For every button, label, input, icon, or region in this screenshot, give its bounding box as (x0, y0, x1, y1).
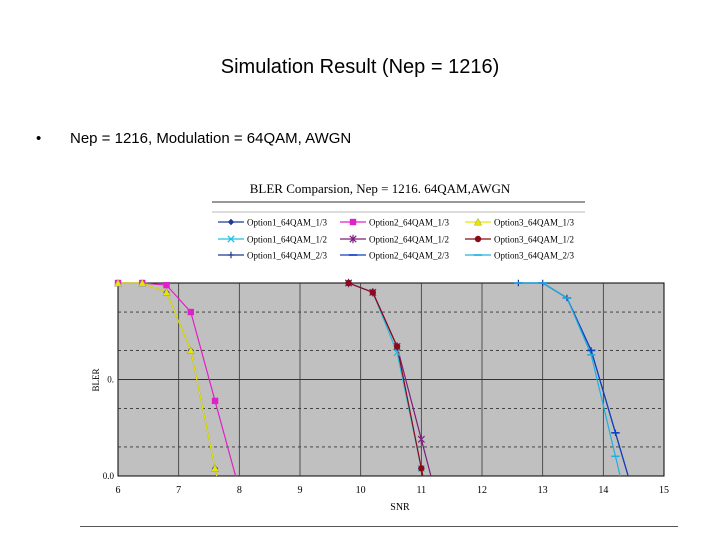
y-tick-label: 0.0 (103, 471, 115, 481)
legend-label: Option3_64QAM_1/3 (494, 218, 575, 228)
legend-marker (473, 217, 483, 226)
y-tick-label: 0. (107, 375, 114, 385)
legend-label: Option2_64QAM_2/3 (369, 251, 450, 261)
data-point (163, 281, 170, 289)
x-tick-label: 7 (176, 485, 181, 496)
data-point (393, 348, 401, 357)
data-point (187, 308, 194, 316)
legend-marker (349, 218, 357, 226)
bullet-item: • Nep = 1216, Modulation = 64QAM, AWGN (36, 130, 351, 147)
legend-marker (349, 234, 357, 244)
series-markers (113, 278, 620, 473)
data-point (162, 288, 171, 296)
data-point (393, 343, 401, 350)
x-axis-ticks: 6 7 8 9 10 11 12 13 14 15 (116, 485, 670, 496)
x-tick-label: 13 (538, 485, 548, 496)
data-point (345, 279, 352, 287)
legend-marker (227, 218, 235, 226)
x-tick-label: 9 (298, 485, 303, 496)
legend-label: Option2_64QAM_1/3 (369, 218, 450, 228)
data-point (186, 346, 195, 354)
chart-legend: Option1_64QAM_1/3 Option2_64QAM_1/3 Option… (212, 211, 585, 261)
x-tick-label: 10 (356, 485, 366, 496)
slide-title: Simulation Result (Nep = 1216) (220, 56, 500, 78)
x-tick-label: 11 (417, 485, 427, 496)
data-point (369, 289, 376, 296)
legend-label: Option3_64QAM_1/2 (494, 235, 574, 245)
legend-marker (227, 235, 235, 243)
x-tick-label: 8 (237, 485, 242, 496)
x-tick-label: 6 (116, 485, 121, 496)
y-axis-ticks: 0. 0.0 (103, 375, 115, 482)
legend-label: Option1_64QAM_2/3 (247, 251, 328, 261)
footer-divider (80, 526, 678, 527)
x-tick-label: 15 (659, 485, 669, 496)
data-point (113, 278, 123, 287)
data-point (138, 278, 147, 287)
legend-label: Option2_64QAM_1/2 (369, 235, 449, 245)
data-point (417, 435, 425, 444)
y-axis-label: BLER (91, 368, 101, 391)
x-axis-label: SNR (390, 502, 410, 513)
chart-title: BLER Comparsion, Nep = 1216. 64QAM,AWGN (250, 181, 511, 196)
x-tick-label: 14 (598, 485, 608, 496)
data-point (211, 464, 220, 472)
data-point (211, 397, 219, 405)
legend-label: Option1_64QAM_1/2 (247, 235, 327, 245)
x-tick-label: 12 (477, 485, 487, 496)
bullet-text: Nep = 1216, Modulation = 64QAM, AWGN (70, 130, 352, 147)
legend-label: Option1_64QAM_1/3 (247, 218, 328, 228)
data-point (418, 465, 425, 472)
bullet-icon: • (36, 130, 42, 147)
legend-marker (474, 235, 482, 243)
legend-label: Option3_64QAM_2/3 (494, 251, 575, 261)
legend-marker (227, 251, 235, 259)
